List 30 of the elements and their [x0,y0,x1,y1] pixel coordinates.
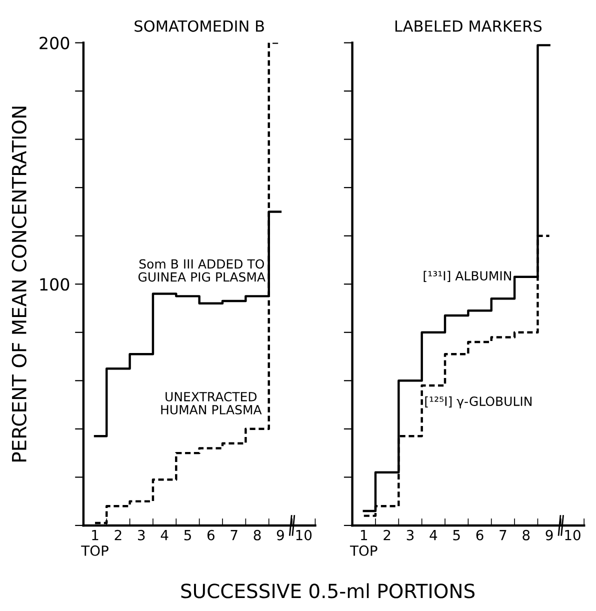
x-tick-label: 1 TOP [81,530,108,556]
x-tick-label: 4 [430,530,438,540]
x-axis-title: SUCCESSIVE 0.5-ml PORTIONS [181,583,475,598]
x-tick-label: 8 [254,530,261,540]
x-tick-label: 2 [384,530,390,540]
x-tick-label: 4 [160,530,168,540]
x-tick-label: 3 [138,530,145,540]
x-tick-label: 5 [184,530,191,540]
series-label: [¹³¹I] ALBUMIN [424,270,511,282]
chart-title: LABELED MARKERS [395,20,542,32]
series-label: UNEXTRACTED HUMAN PLASMA [161,392,262,414]
series-label: Som B III ADDED TO GUINEA PIG PLASMA [138,259,266,282]
x-tick-label: 6 [476,530,484,540]
x-tick-label: 9 [276,530,284,540]
x-tick-label: 3 [406,530,414,540]
x-tick-label: 10 [565,530,580,540]
x-tick-label: 2 [114,530,122,540]
x-tick-label: 7 [500,530,506,540]
y-axis-title: PERCENT OF MEAN CONCENTRATION [12,106,26,462]
y-tick-label: 100 [40,278,70,291]
y-tick-label: 200 [40,36,70,50]
x-tick-label: 10 [296,530,312,540]
x-tick-label: 9 [546,530,553,540]
x-tick-label: 6 [207,530,214,540]
x-tick-label: 8 [522,530,530,540]
x-tick-label: 5 [453,530,460,540]
series-label: [¹²⁵I] γ-GLOBULIN [425,396,532,408]
x-tick-label: 7 [230,530,238,540]
x-tick-label: 1 TOP [350,530,378,556]
chart-title: SOMATOMEDIN B [134,20,264,32]
